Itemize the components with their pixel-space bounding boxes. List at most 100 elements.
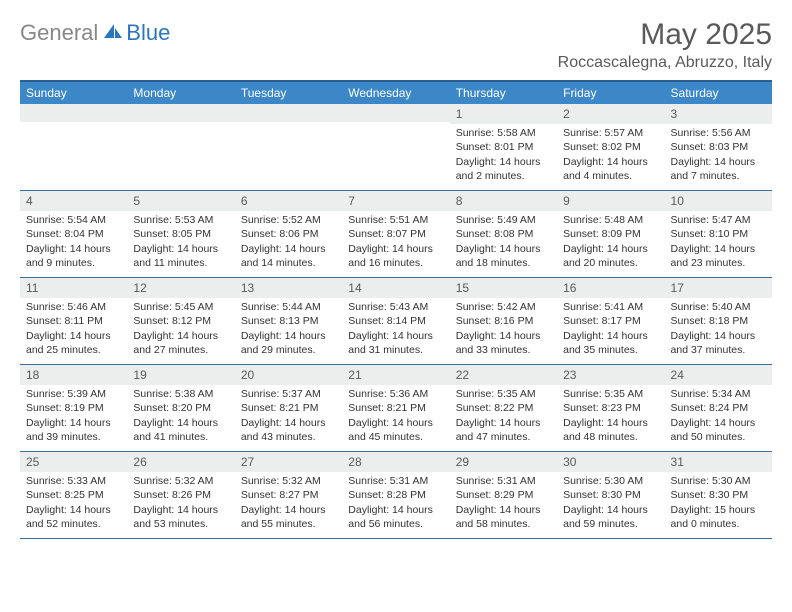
day-line: Daylight: 14 hours [133, 416, 228, 430]
day-line: and 52 minutes. [26, 517, 121, 531]
day-body: Sunrise: 5:32 AMSunset: 8:27 PMDaylight:… [235, 472, 342, 535]
day-cell: 15Sunrise: 5:42 AMSunset: 8:16 PMDayligh… [450, 278, 557, 364]
day-line: Sunrise: 5:35 AM [456, 387, 551, 401]
weeks-container: 1Sunrise: 5:58 AMSunset: 8:01 PMDaylight… [20, 104, 772, 539]
day-line: and 7 minutes. [671, 169, 766, 183]
day-number [235, 104, 342, 122]
day-cell: 17Sunrise: 5:40 AMSunset: 8:18 PMDayligh… [665, 278, 772, 364]
day-body [20, 122, 127, 128]
day-cell: 5Sunrise: 5:53 AMSunset: 8:05 PMDaylight… [127, 191, 234, 277]
day-line: and 37 minutes. [671, 343, 766, 357]
day-body: Sunrise: 5:46 AMSunset: 8:11 PMDaylight:… [20, 298, 127, 361]
day-line: Daylight: 14 hours [348, 416, 443, 430]
day-number: 23 [557, 365, 664, 385]
day-line: and 47 minutes. [456, 430, 551, 444]
day-line: and 50 minutes. [671, 430, 766, 444]
day-body: Sunrise: 5:33 AMSunset: 8:25 PMDaylight:… [20, 472, 127, 535]
day-cell: 25Sunrise: 5:33 AMSunset: 8:25 PMDayligh… [20, 452, 127, 538]
day-line: Daylight: 14 hours [456, 503, 551, 517]
day-line: Daylight: 14 hours [241, 416, 336, 430]
day-line: Sunrise: 5:46 AM [26, 300, 121, 314]
day-line: Sunset: 8:27 PM [241, 488, 336, 502]
day-line: Sunset: 8:11 PM [26, 314, 121, 328]
day-cell [235, 104, 342, 190]
weekday-label: Monday [127, 82, 234, 104]
day-line: Sunset: 8:20 PM [133, 401, 228, 415]
day-line: Sunset: 8:23 PM [563, 401, 658, 415]
day-line: Sunrise: 5:32 AM [241, 474, 336, 488]
day-body: Sunrise: 5:36 AMSunset: 8:21 PMDaylight:… [342, 385, 449, 448]
day-line: Sunset: 8:28 PM [348, 488, 443, 502]
day-line: Sunset: 8:02 PM [563, 140, 658, 154]
day-line: Daylight: 14 hours [671, 416, 766, 430]
day-line: Sunrise: 5:57 AM [563, 126, 658, 140]
logo: General Blue [20, 18, 170, 46]
day-cell: 3Sunrise: 5:56 AMSunset: 8:03 PMDaylight… [665, 104, 772, 190]
day-line: Sunset: 8:16 PM [456, 314, 551, 328]
day-line: and 58 minutes. [456, 517, 551, 531]
day-body: Sunrise: 5:38 AMSunset: 8:20 PMDaylight:… [127, 385, 234, 448]
day-line: Sunset: 8:25 PM [26, 488, 121, 502]
day-line: Sunset: 8:05 PM [133, 227, 228, 241]
day-line: Sunset: 8:12 PM [133, 314, 228, 328]
day-line: Sunset: 8:18 PM [671, 314, 766, 328]
day-number: 16 [557, 278, 664, 298]
location: Roccascalegna, Abruzzo, Italy [558, 54, 772, 72]
day-number: 26 [127, 452, 234, 472]
day-cell: 14Sunrise: 5:43 AMSunset: 8:14 PMDayligh… [342, 278, 449, 364]
day-body: Sunrise: 5:40 AMSunset: 8:18 PMDaylight:… [665, 298, 772, 361]
day-line: Sunset: 8:07 PM [348, 227, 443, 241]
day-number: 30 [557, 452, 664, 472]
day-line: and 2 minutes. [456, 169, 551, 183]
day-line: Daylight: 14 hours [456, 155, 551, 169]
week-row: 25Sunrise: 5:33 AMSunset: 8:25 PMDayligh… [20, 452, 772, 539]
day-line: Sunrise: 5:31 AM [456, 474, 551, 488]
day-cell: 8Sunrise: 5:49 AMSunset: 8:08 PMDaylight… [450, 191, 557, 277]
day-body: Sunrise: 5:35 AMSunset: 8:23 PMDaylight:… [557, 385, 664, 448]
day-line: and 0 minutes. [671, 517, 766, 531]
day-line: Sunset: 8:13 PM [241, 314, 336, 328]
day-cell: 11Sunrise: 5:46 AMSunset: 8:11 PMDayligh… [20, 278, 127, 364]
day-line: Sunrise: 5:58 AM [456, 126, 551, 140]
day-line: Daylight: 14 hours [671, 242, 766, 256]
day-body: Sunrise: 5:47 AMSunset: 8:10 PMDaylight:… [665, 211, 772, 274]
day-line: Daylight: 14 hours [563, 242, 658, 256]
day-cell: 29Sunrise: 5:31 AMSunset: 8:29 PMDayligh… [450, 452, 557, 538]
day-line: Daylight: 14 hours [348, 329, 443, 343]
day-line: Daylight: 14 hours [563, 329, 658, 343]
day-body: Sunrise: 5:54 AMSunset: 8:04 PMDaylight:… [20, 211, 127, 274]
day-number: 22 [450, 365, 557, 385]
day-body: Sunrise: 5:42 AMSunset: 8:16 PMDaylight:… [450, 298, 557, 361]
day-line: Daylight: 14 hours [241, 503, 336, 517]
day-number: 13 [235, 278, 342, 298]
day-cell: 30Sunrise: 5:30 AMSunset: 8:30 PMDayligh… [557, 452, 664, 538]
day-cell: 31Sunrise: 5:30 AMSunset: 8:30 PMDayligh… [665, 452, 772, 538]
day-cell: 26Sunrise: 5:32 AMSunset: 8:26 PMDayligh… [127, 452, 234, 538]
day-line: Daylight: 14 hours [563, 416, 658, 430]
logo-text-gray: General [20, 20, 98, 46]
day-line: Sunrise: 5:30 AM [563, 474, 658, 488]
day-line: Daylight: 14 hours [348, 242, 443, 256]
calendar: Sunday Monday Tuesday Wednesday Thursday… [20, 80, 772, 539]
day-number: 20 [235, 365, 342, 385]
day-line: Daylight: 14 hours [563, 155, 658, 169]
week-row: 4Sunrise: 5:54 AMSunset: 8:04 PMDaylight… [20, 191, 772, 278]
day-line: Daylight: 14 hours [456, 329, 551, 343]
day-body: Sunrise: 5:34 AMSunset: 8:24 PMDaylight:… [665, 385, 772, 448]
day-number: 15 [450, 278, 557, 298]
day-number: 19 [127, 365, 234, 385]
day-line: Sunrise: 5:43 AM [348, 300, 443, 314]
day-line: Daylight: 14 hours [348, 503, 443, 517]
day-number: 24 [665, 365, 772, 385]
day-line: Sunset: 8:21 PM [241, 401, 336, 415]
day-line: Sunset: 8:01 PM [456, 140, 551, 154]
day-line: and 11 minutes. [133, 256, 228, 270]
day-number: 4 [20, 191, 127, 211]
day-cell: 21Sunrise: 5:36 AMSunset: 8:21 PMDayligh… [342, 365, 449, 451]
day-number: 10 [665, 191, 772, 211]
day-body: Sunrise: 5:45 AMSunset: 8:12 PMDaylight:… [127, 298, 234, 361]
day-line: Sunrise: 5:47 AM [671, 213, 766, 227]
day-line: Sunset: 8:26 PM [133, 488, 228, 502]
day-number: 2 [557, 104, 664, 124]
day-number: 14 [342, 278, 449, 298]
